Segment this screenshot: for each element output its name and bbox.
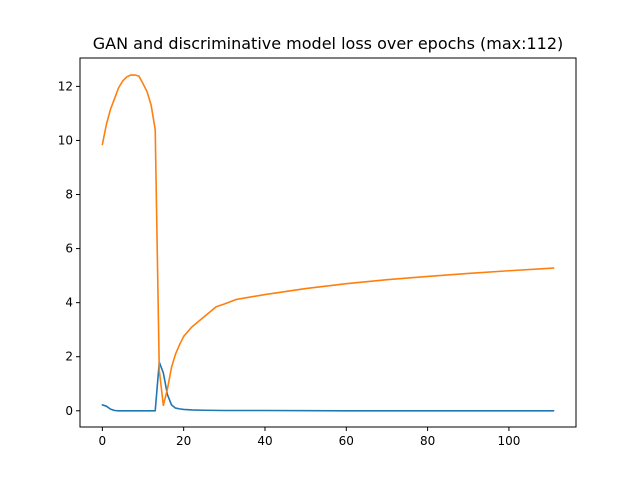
y-tick-label: 2: [65, 350, 73, 364]
x-tick-label: 0: [99, 434, 107, 448]
y-axis: 0 2 4 6 8 10 12: [58, 79, 80, 418]
x-axis: 0 20 40 60 80 100: [99, 427, 520, 448]
chart-title: GAN and discriminative model loss over e…: [93, 34, 564, 53]
y-tick-label: 6: [65, 242, 73, 256]
y-tick-label: 0: [65, 404, 73, 418]
series-layer: [101, 74, 555, 412]
y-tick-label: 4: [65, 296, 73, 310]
y-tick-label: 12: [58, 79, 73, 93]
x-tick-label: 40: [257, 434, 272, 448]
series-line-1: [101, 361, 555, 412]
y-tick-label: 8: [65, 188, 73, 202]
x-tick-label: 100: [497, 434, 520, 448]
x-tick-label: 80: [420, 434, 435, 448]
series-line-2: [101, 74, 555, 407]
x-tick-label: 20: [176, 434, 191, 448]
y-tick-label: 10: [58, 133, 73, 147]
plot-area-frame: [79, 57, 577, 428]
x-tick-label: 60: [339, 434, 354, 448]
